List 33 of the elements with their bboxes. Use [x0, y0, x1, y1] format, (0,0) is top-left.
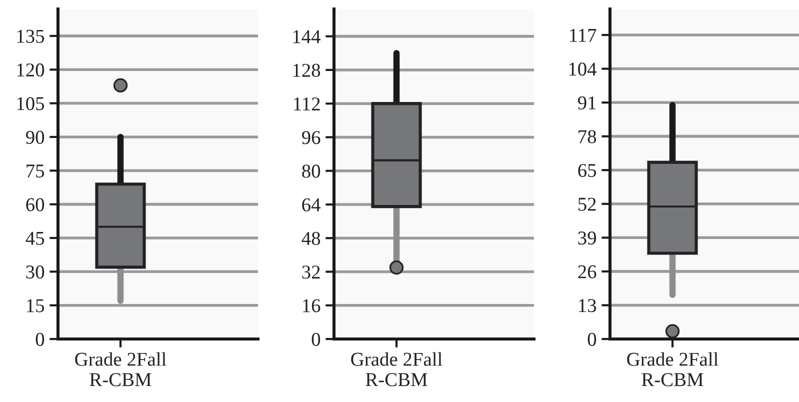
- y-tick-label: 48: [302, 232, 320, 246]
- y-tick-label: 32: [302, 266, 320, 279]
- y-tick-label: 105: [17, 97, 44, 110]
- y-tick-label: 90: [26, 130, 44, 144]
- y-tick-label: 0: [312, 332, 320, 346]
- y-tick-label: 65: [578, 164, 596, 178]
- y-tick-label: 0: [588, 332, 596, 346]
- y-tick-label: 16: [303, 299, 320, 312]
- y-tick-label: 91: [578, 96, 596, 110]
- x-tick-label: Grade 2Fall R-CBM: [75, 352, 166, 386]
- y-tick-label: 75: [26, 164, 44, 178]
- y-tick-label: 117: [570, 28, 596, 42]
- y-tick-label: 15: [27, 299, 44, 312]
- y-tick-label: 52: [578, 198, 596, 211]
- y-tick-label: 60: [26, 198, 44, 212]
- y-tick-label: 80: [302, 164, 320, 178]
- y-tick-label: 112: [294, 97, 320, 110]
- y-tick-label: 78: [578, 130, 596, 144]
- y-tick-label: 135: [17, 30, 44, 43]
- y-tick-label: 144: [293, 30, 320, 44]
- x-tick-label: Grade 2Fall R-CBM: [627, 352, 718, 386]
- y-tick-label: 104: [569, 62, 596, 76]
- y-tick-label: 96: [302, 131, 320, 144]
- y-tick-label: 26: [578, 265, 596, 278]
- y-tick-label: 128: [293, 64, 320, 77]
- y-tick-label: 120: [17, 63, 44, 77]
- y-tick-label: 0: [36, 332, 44, 346]
- y-tick-label: 64: [302, 198, 320, 212]
- y-tick-label: 30: [26, 265, 44, 279]
- y-tick-label: 39: [578, 232, 596, 245]
- y-tick-label: 13: [579, 299, 596, 312]
- y-tick-label: 45: [26, 232, 44, 245]
- x-tick-label: Grade 2Fall R-CBM: [351, 352, 442, 386]
